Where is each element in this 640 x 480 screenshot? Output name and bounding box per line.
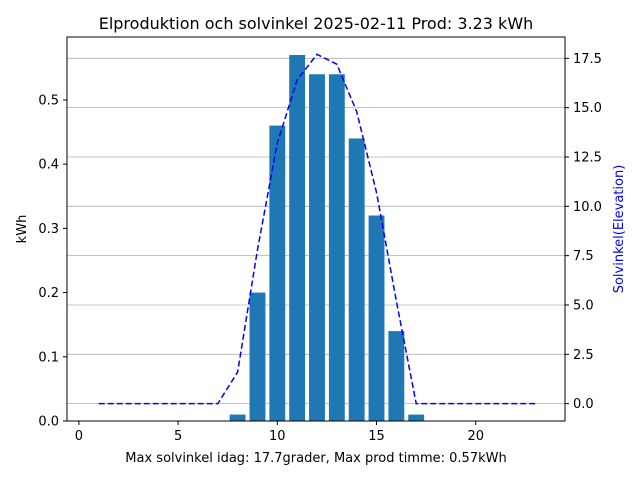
bar: [368, 215, 385, 421]
y-right-tick-label: 7.5: [573, 249, 594, 264]
x-tick-label: 20: [467, 429, 484, 444]
y-right-tick-label: 2.5: [573, 348, 594, 363]
y-tick-label: 0.5: [38, 93, 59, 108]
x-axis-ticks: 0 5 10 15 20: [75, 421, 484, 444]
x-axis-title: Max solvinkel idag: 17.7grader, Max prod…: [125, 451, 506, 466]
elevation-series: [98, 53, 536, 405]
bar: [348, 138, 365, 421]
chart-title: Elproduktion och solvinkel 2025-02-11 Pr…: [99, 14, 534, 33]
y-right-tick-label: 17.5: [573, 52, 602, 67]
y-axis-ticks: 0.0 0.1 0.2 0.3 0.4 0.5: [38, 93, 67, 430]
x-tick-label: 10: [269, 429, 286, 444]
y-right-axis-title: Solvinkel(Elevation): [612, 165, 627, 294]
y-tick-label: 0.4: [38, 158, 59, 173]
y-right-axis-ticks: 0.0 2.5 5.0 7.5 10.0 12.5 15.0 17.5: [565, 52, 602, 412]
y-tick-label: 0.2: [38, 286, 59, 301]
elevation-line: [98, 53, 536, 405]
y-right-tick-label: 12.5: [573, 150, 602, 165]
y-right-tick-label: 10.0: [573, 200, 602, 215]
bar: [309, 74, 325, 422]
bars: [229, 54, 425, 422]
y-right-tick-label: 5.0: [573, 298, 594, 313]
y-tick-label: 0.0: [38, 415, 59, 430]
y-axis-title: kWh: [15, 215, 30, 244]
y-right-tick-label: 0.0: [573, 397, 594, 412]
bar: [249, 292, 266, 421]
x-tick-label: 5: [174, 429, 182, 444]
bar: [269, 125, 286, 421]
plot-frame: [66, 36, 566, 422]
y-tick-label: 0.1: [38, 350, 59, 365]
y-right-tick-label: 15.0: [573, 101, 602, 116]
bar: [289, 54, 306, 422]
x-tick-label: 0: [75, 429, 83, 444]
bar: [388, 331, 405, 421]
x-tick-label: 15: [368, 429, 385, 444]
bar: [328, 74, 345, 422]
y-tick-label: 0.3: [38, 222, 59, 237]
bar: [229, 414, 246, 421]
bar: [408, 414, 425, 421]
